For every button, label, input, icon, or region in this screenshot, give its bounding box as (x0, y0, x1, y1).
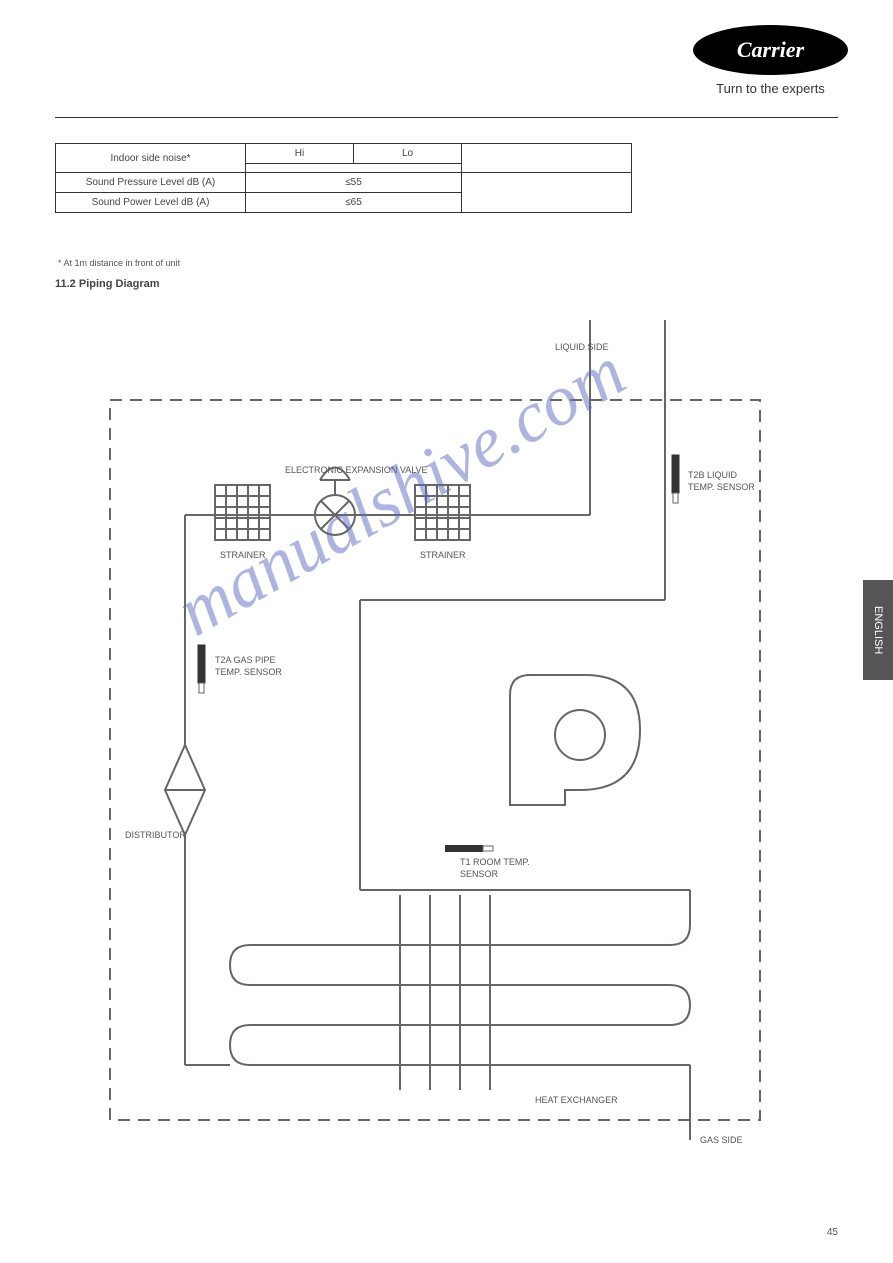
row-label: Sound Power Level dB (A) (56, 193, 246, 213)
row-value: ≤55 (246, 173, 462, 193)
label-liquid-side: LIQUID SIDE (555, 342, 609, 352)
label-t2b-a: T2B LIQUID (688, 470, 737, 480)
brand-tagline: Turn to the experts (693, 81, 848, 96)
header-rule (55, 117, 838, 118)
label-strainer1: STRAINER (220, 550, 266, 560)
label-eev: ELECTRONIC EXPANSION VALVE (285, 465, 428, 475)
label-gas-side: GAS SIDE (700, 1135, 743, 1145)
label-heat-exchanger: HEAT EXCHANGER (535, 1095, 618, 1105)
row-value: ≤65 (246, 193, 462, 213)
label-t1-b: SENSOR (460, 869, 498, 879)
noise-spec-table: Indoor side noise* Hi Lo Sound Pressure … (55, 143, 632, 213)
cell-right (462, 173, 632, 213)
table-row: Sound Pressure Level dB (A) ≤55 (56, 173, 632, 193)
label-strainer2: STRAINER (420, 550, 466, 560)
brand-logo-area: Carrier Turn to the experts (693, 25, 848, 96)
header-noise: Indoor side noise* (56, 144, 246, 173)
section-title: 11.2 Piping Diagram (55, 278, 160, 290)
label-t2b-b: TEMP. SENSOR (688, 482, 755, 492)
row-label: Sound Pressure Level dB (A) (56, 173, 246, 193)
label-t1-a: T1 ROOM TEMP. (460, 857, 530, 867)
brand-logo: Carrier (693, 25, 848, 75)
table-row: Indoor side noise* Hi Lo (56, 144, 632, 164)
header-blank (462, 144, 632, 173)
label-t2a-b: TEMP. SENSOR (215, 667, 282, 677)
page-number: 45 (827, 1227, 838, 1238)
table-footnote: * At 1m distance in front of unit (58, 258, 180, 268)
brand-name: Carrier (737, 37, 804, 63)
header-hi: Hi (246, 144, 354, 164)
header-lo: Lo (354, 144, 462, 164)
piping-diagram (90, 320, 780, 1140)
label-t2a-a: T2A GAS PIPE (215, 655, 276, 665)
language-tab: ENGLISH (863, 580, 893, 680)
cell-blank (246, 164, 462, 173)
label-distributor: DISTRIBUTOR (125, 830, 186, 840)
